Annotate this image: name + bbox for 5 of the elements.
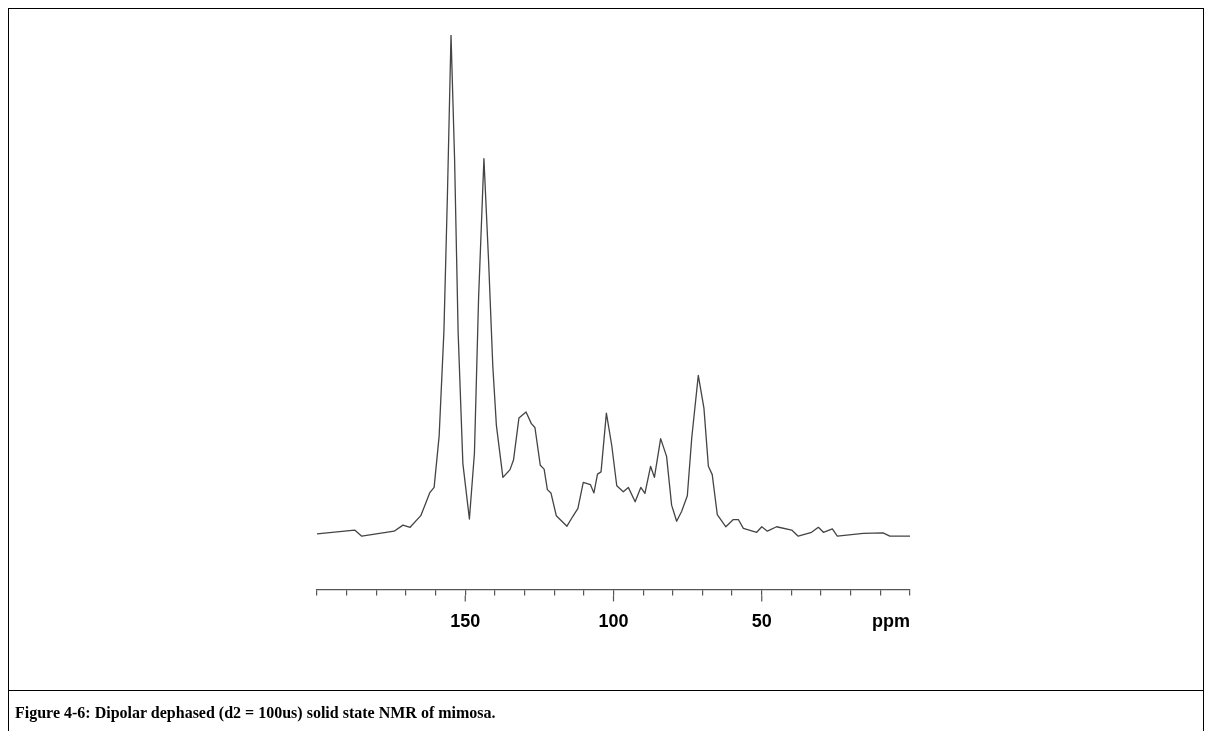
x-axis-title: ppm [872,611,910,632]
x-tick-label: 100 [598,611,629,632]
x-tick-label: 150 [450,611,481,632]
caption: Figure 4-6: Dipolar dephased (d2 = 100us) solid state NMR of mimosa. [15,704,496,722]
x-tick-label: 50 [751,611,772,632]
